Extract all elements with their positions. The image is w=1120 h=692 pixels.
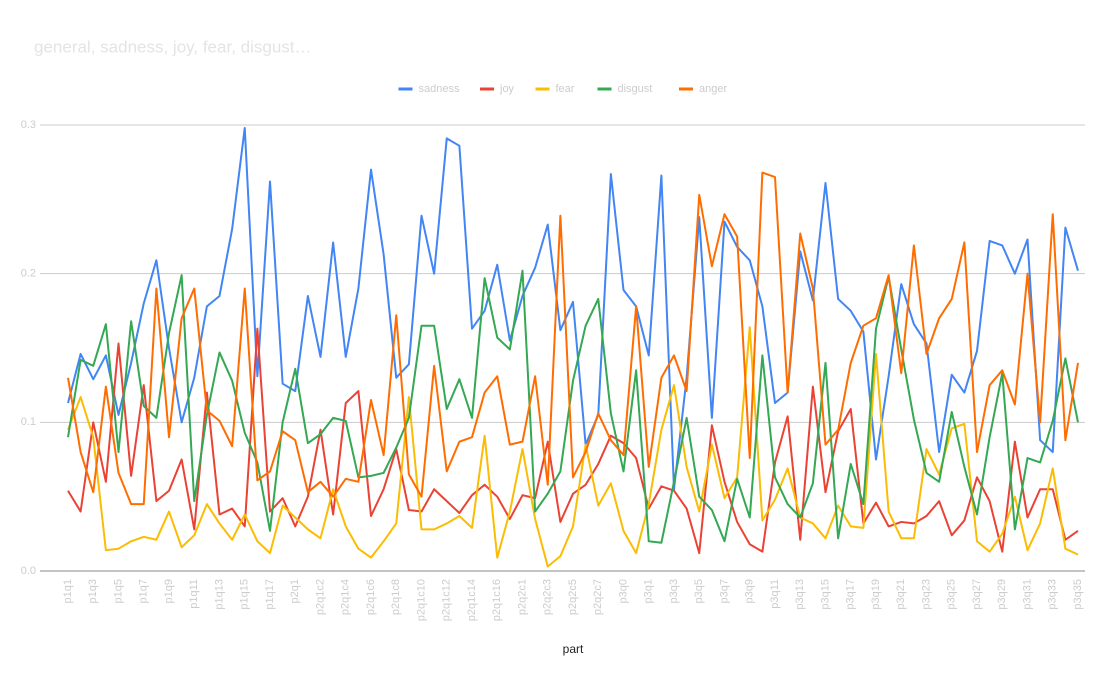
legend-label: anger [699, 83, 727, 95]
x-tick-label: p3q33 [1047, 579, 1059, 610]
x-tick-label: p3q11 [769, 579, 781, 609]
x-tick-label: p2q2c7 [592, 579, 604, 615]
x-tick-label: p3q35 [1072, 579, 1084, 610]
chart-title: general, sadness, joy, fear, disgust… [34, 37, 312, 56]
x-tick-label: p1q5 [112, 579, 124, 603]
x-tick-label: p2q1c6 [365, 579, 377, 615]
x-tick-label: p1q17 [264, 579, 276, 610]
x-tick-label: p3q29 [996, 579, 1008, 610]
series-line [67, 327, 1079, 555]
y-tick-label: 0.2 [21, 268, 36, 280]
x-tick-label: p2q1c12 [441, 579, 453, 621]
series-line [67, 326, 1079, 568]
x-tick-label: p2q2c1 [516, 579, 528, 615]
x-tick-label: p3q19 [870, 579, 882, 610]
legend-label: sadness [419, 83, 460, 95]
x-tick-label: p3q23 [920, 579, 932, 610]
y-tick-label: 0.0 [21, 565, 36, 577]
x-tick-label: p3q3 [668, 579, 680, 603]
x-tick-label: p2q1 [289, 579, 301, 603]
x-tick-label: p3q17 [845, 579, 857, 610]
x-tick-label: p3q1 [643, 579, 655, 603]
y-tick-label: 0.3 [21, 119, 36, 131]
x-tick-label: p1q13 [213, 579, 225, 610]
x-tick-label: p3q0 [617, 579, 629, 603]
x-tick-label: p3q31 [1021, 579, 1033, 610]
x-tick-label: p1q7 [138, 579, 150, 603]
x-tick-label: p1q3 [87, 579, 99, 603]
x-tick-label: p1q9 [163, 579, 175, 603]
x-tick-label: p2q2c5 [567, 579, 579, 615]
legend-label: disgust [618, 83, 653, 95]
x-tick-label: p3q25 [946, 579, 958, 610]
x-tick-label: p2q1c14 [466, 579, 478, 621]
x-tick-label: p1q15 [239, 579, 251, 610]
series-line [67, 126, 1079, 491]
x-tick-label: p3q5 [693, 579, 705, 603]
x-tick-label: p1q1 [62, 579, 74, 603]
series-line [67, 171, 1079, 506]
x-tick-label: p3q13 [794, 579, 806, 610]
x-tick-label: p3q7 [718, 579, 730, 603]
x-tick-label: p3q27 [971, 579, 983, 610]
x-tick-label: p2q1c8 [390, 579, 402, 615]
y-tick-label: 0.1 [21, 416, 36, 428]
x-tick-label: p3q21 [895, 579, 907, 610]
x-tick-label: p2q1c4 [340, 579, 352, 615]
x-tick-label: p2q1c16 [491, 579, 503, 621]
x-tick-label: p1q11 [188, 579, 200, 609]
x-tick-label: p2q1c2 [314, 579, 326, 615]
x-tick-label: p3q15 [819, 579, 831, 610]
x-tick-label: p3q9 [744, 579, 756, 603]
legend-label: joy [499, 83, 515, 95]
x-axis-title: part [563, 642, 584, 656]
x-tick-label: p2q1c10 [415, 579, 427, 621]
x-tick-label: p2q2c3 [542, 579, 554, 615]
legend-label: fear [556, 83, 575, 95]
